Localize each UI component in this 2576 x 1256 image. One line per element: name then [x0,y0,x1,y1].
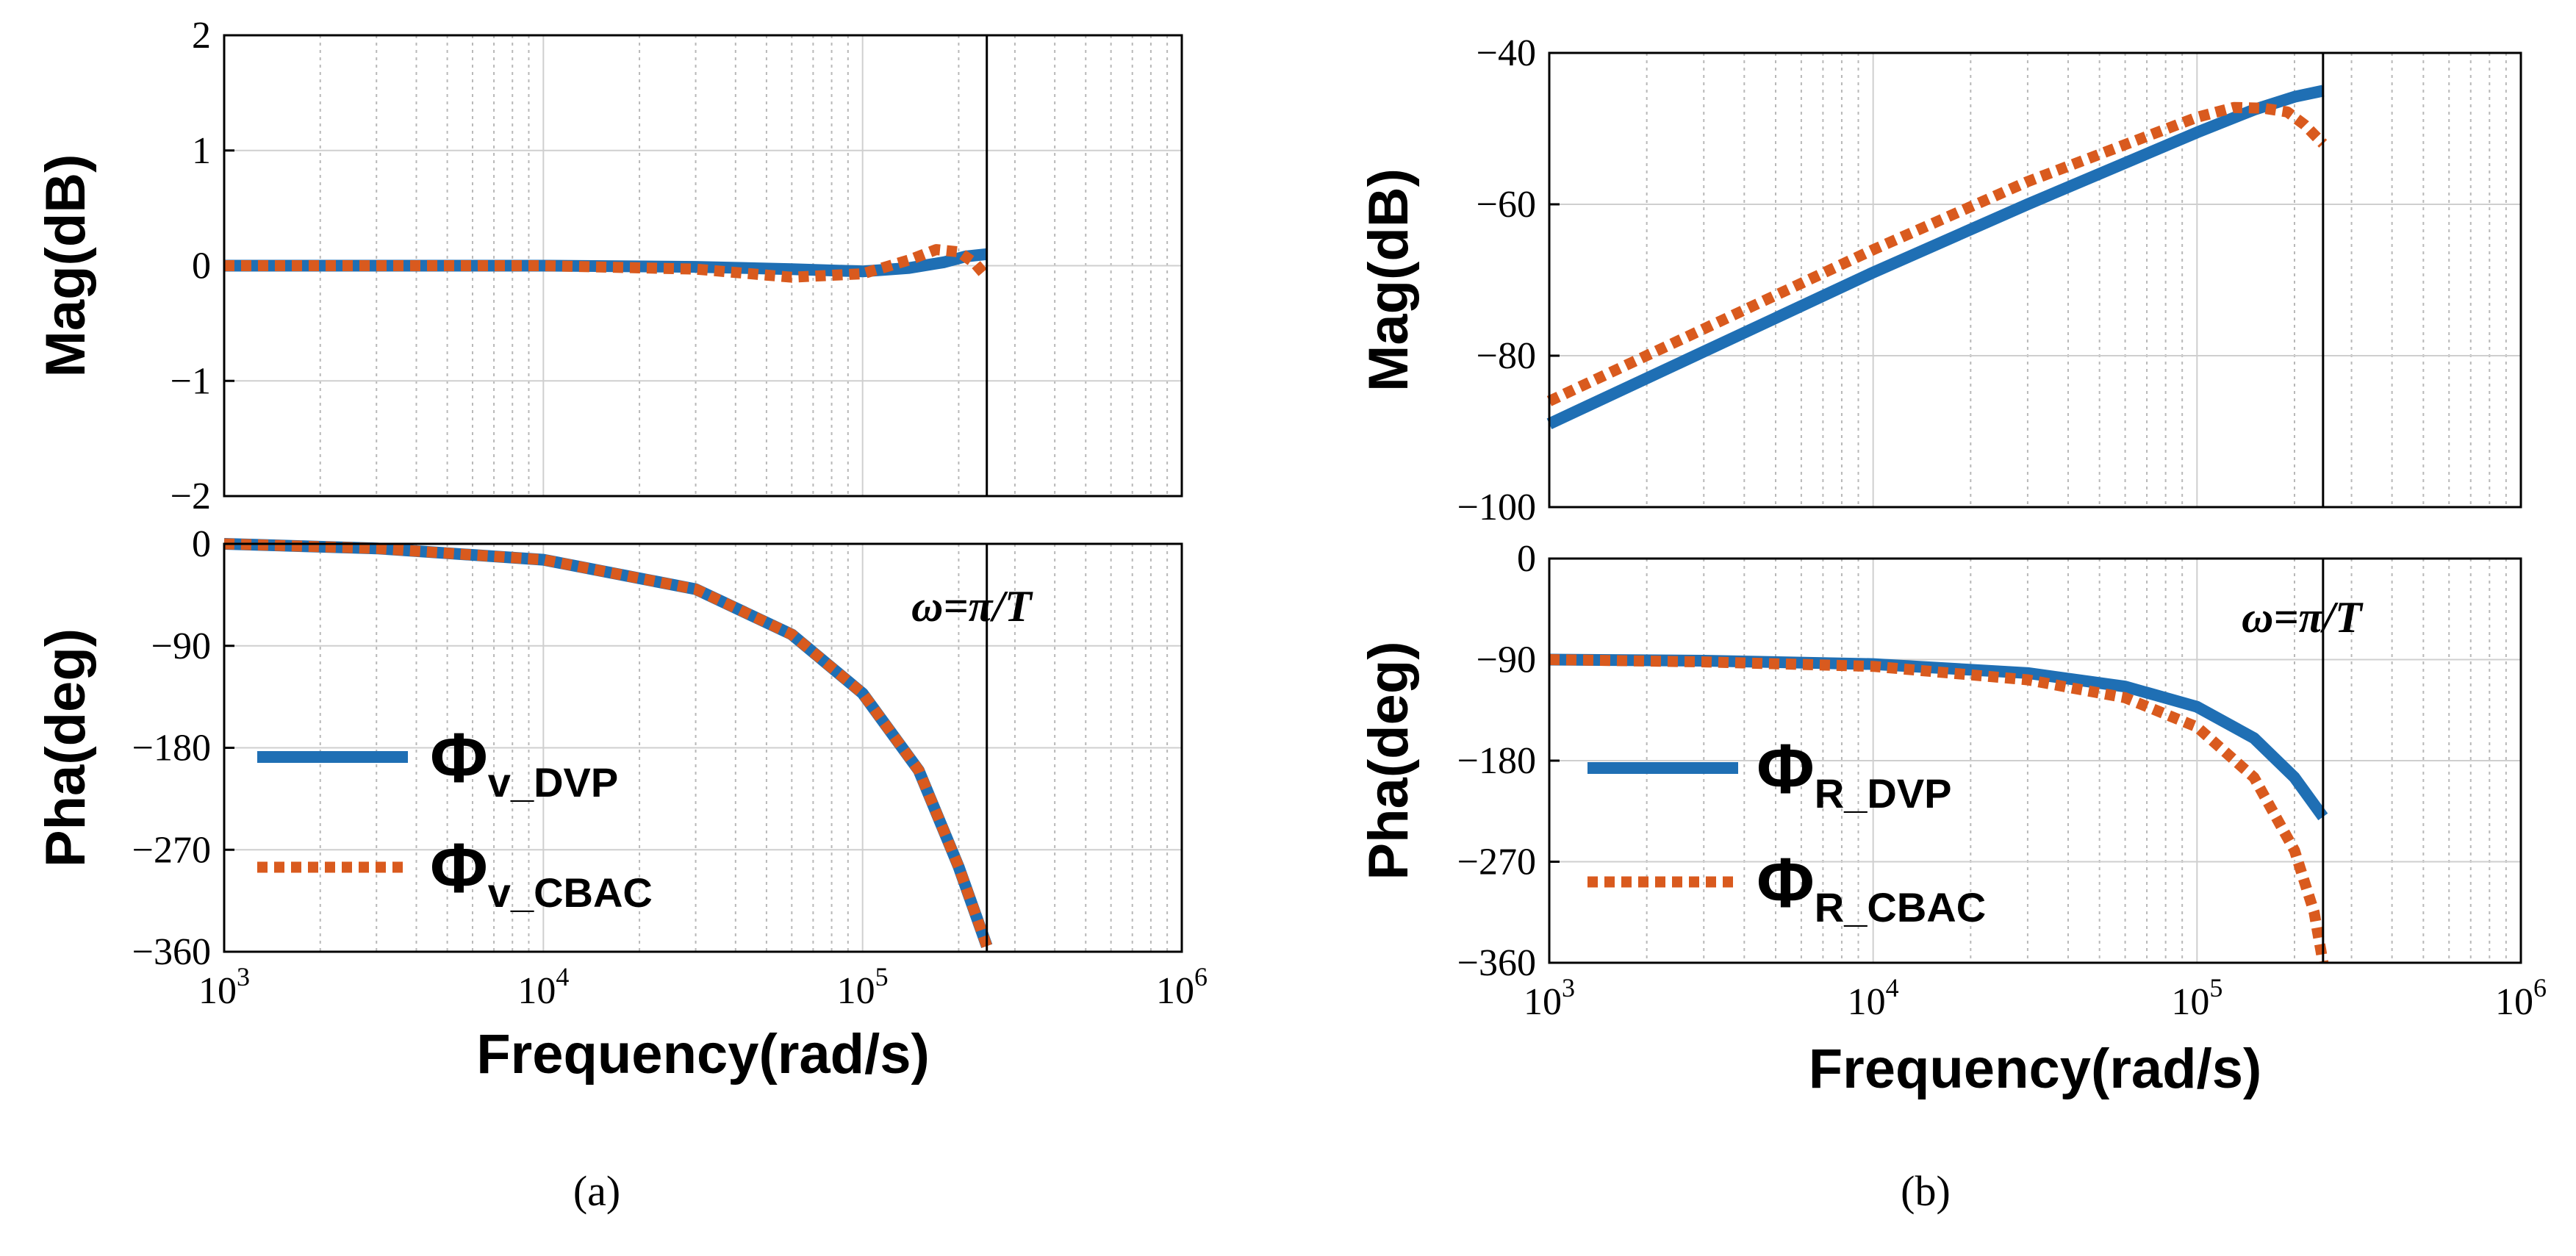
pha-axes-box [1548,557,2522,964]
y-tick-label: 0 [192,245,211,287]
x-axis-label: Frequency(rad/s) [476,1023,930,1085]
legend-subscript: v_CBAC [488,869,653,916]
pha-subplot: 0 −90 −180 −270 −360 Pha(deg) [1357,538,2522,984]
y-tick-label: 1 [192,130,211,172]
pha-subplot: 0 −90 −180 −270 −360 Pha(deg) [35,523,1183,973]
x-tick-label: 103 [198,962,250,1012]
x-tick-label: 106 [1156,962,1208,1012]
x-tick-exponent: 3 [1562,973,1575,1002]
x-tick-exponent: 6 [1194,962,1208,991]
legend-subscript: v_DVP [488,759,618,805]
x-tick-mantissa: 10 [1156,970,1194,1012]
y-tick-label: −2 [171,476,211,517]
y-tick-label: −180 [1457,740,1536,782]
y-tick-label: −60 [1477,184,1536,226]
y-tick-label: −1 [171,360,211,402]
x-tick-exponent: 4 [1886,973,1899,1002]
x-tick-mantissa: 10 [517,970,556,1012]
y-tick-label: −360 [1457,942,1536,984]
legend-label-cbac: Φv_CBAC [430,829,653,916]
mag-plot-area [1549,53,2521,507]
x-tick-mantissa: 10 [1848,981,1886,1023]
y-tick-label: −90 [1477,639,1536,681]
mag-y-axis-label: Mag(dB) [35,154,97,378]
x-tick-mantissa: 10 [837,970,875,1012]
mag-subplot: 2 1 0 −1 −2 Mag(dB) [35,15,1183,517]
x-tick-mantissa: 10 [198,970,237,1012]
panel-a: 210−1−2Mag(dB)0−90−180−270−360Pha(deg)10… [35,15,1208,1215]
x-tick-label: 105 [837,962,889,1012]
x-tick-label: 105 [2171,973,2222,1023]
panel-caption: (a) [573,1167,620,1215]
y-tick-label: −40 [1477,32,1536,74]
pha-axes-box [223,542,1183,953]
legend-subscript: R_DVP [1815,770,1952,817]
x-tick-exponent: 6 [2533,973,2547,1002]
legend-symbol: Φ [430,829,488,908]
mag-axes-box [1548,51,2522,509]
y-tick-label: −90 [151,625,211,667]
y-tick-label: −180 [132,728,211,769]
y-tick-label: −270 [132,829,211,871]
x-tick-mantissa: 10 [2171,981,2209,1023]
x-tick-exponent: 4 [556,962,569,991]
mag-series-dvp-line [1546,85,2325,429]
y-tick-label: 0 [1517,538,1536,580]
omega-annotation: ω=π/T [2242,593,2364,642]
panel-caption: (b) [1901,1167,1951,1215]
legend-symbol: Φ [1757,844,1815,922]
y-tick-label: −360 [132,931,211,973]
mag-subplot: −40 −60 −80 −100 Mag(dB) [1357,32,2522,528]
y-tick-label: 0 [192,523,211,565]
x-tick-label: 104 [517,962,569,1012]
legend-symbol: Φ [430,719,488,797]
pha-y-axis-label: Pha(deg) [1357,641,1420,880]
legend-label-cbac: ΦR_CBAC [1757,844,1986,930]
legend-subscript: R_CBAC [1815,884,1986,930]
x-tick-label: 103 [1524,973,1575,1023]
y-tick-label: −100 [1457,487,1536,528]
mag-y-axis-label: Mag(dB) [1357,168,1420,392]
x-tick-label: 106 [2495,973,2547,1023]
omega-annotation: ω=π/T [911,582,1033,631]
x-tick-exponent: 3 [237,962,250,991]
y-tick-label: −80 [1477,335,1536,377]
x-tick-exponent: 5 [2209,973,2222,1002]
x-tick-exponent: 5 [875,962,889,991]
legend-label-dvp: ΦR_DVP [1757,730,1952,817]
legend-label-dvp: Φv_DVP [430,719,618,805]
x-axis-label: Frequency(rad/s) [1809,1038,2262,1100]
pha-series-cbac-line [223,538,992,948]
x-tick-mantissa: 10 [1524,981,1562,1023]
pha-series-cbac-line [1549,654,2329,964]
x-tick-label: 104 [1848,973,1899,1023]
y-tick-label: −270 [1457,841,1536,883]
mag-axes-box [223,34,1183,498]
legend-symbol: Φ [1757,730,1815,808]
mag-series-cbac-line [224,244,991,283]
mag-series-cbac-line [1546,101,2328,406]
panel-b: −40 −60 −80 −100 Mag(dB) 0 −90 −180 −270 −360 Pha(… [1357,32,2547,1215]
x-tick-mantissa: 10 [2495,981,2533,1023]
y-tick-label: 2 [192,15,211,57]
pha-y-axis-label: Pha(deg) [35,628,97,867]
